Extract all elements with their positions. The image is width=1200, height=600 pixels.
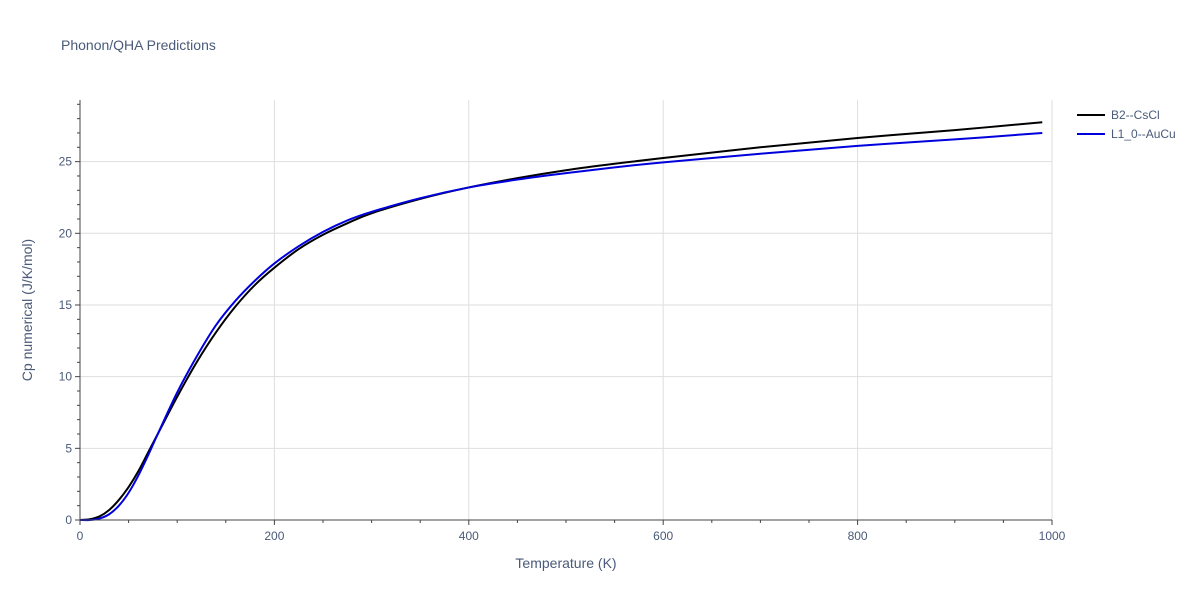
- x-tick-label: 400: [459, 529, 479, 543]
- legend-label: L1_0--AuCu: [1111, 127, 1176, 141]
- chart-title: Phonon/QHA Predictions: [61, 37, 216, 53]
- y-tick-label: 15: [59, 298, 73, 312]
- legend[interactable]: B2--CsCl L1_0--AuCu: [1077, 108, 1176, 141]
- x-tick-label: 0: [77, 529, 84, 543]
- y-tick-label: 5: [65, 441, 72, 455]
- x-tick-label: 200: [264, 529, 284, 543]
- x-tick-label: 800: [848, 529, 868, 543]
- x-tick-label: 600: [653, 529, 673, 543]
- tick-labels: 0 200 400 600 800 1000 0 5 10 15 20 25: [59, 155, 1066, 543]
- grid-lines: [80, 100, 1053, 520]
- x-axis-title: Temperature (K): [515, 555, 616, 571]
- y-axis-title: Cp numerical (J/K/mol): [19, 239, 35, 381]
- y-tick-label: 10: [59, 370, 73, 384]
- legend-item-b2-cscl[interactable]: B2--CsCl: [1077, 108, 1160, 122]
- axes: [75, 100, 1053, 525]
- legend-label: B2--CsCl: [1111, 108, 1160, 122]
- y-tick-label: 20: [59, 226, 73, 240]
- legend-item-l1-0-aucu[interactable]: L1_0--AuCu: [1077, 127, 1176, 141]
- series-layer: [79, 121, 1043, 522]
- y-tick-label: 25: [59, 155, 73, 169]
- series-line-l1-0-aucu: [79, 131, 1043, 522]
- x-tick-label: 1000: [1039, 529, 1066, 543]
- y-tick-label: 0: [65, 513, 72, 527]
- series-line-b2-cscl: [79, 121, 1043, 521]
